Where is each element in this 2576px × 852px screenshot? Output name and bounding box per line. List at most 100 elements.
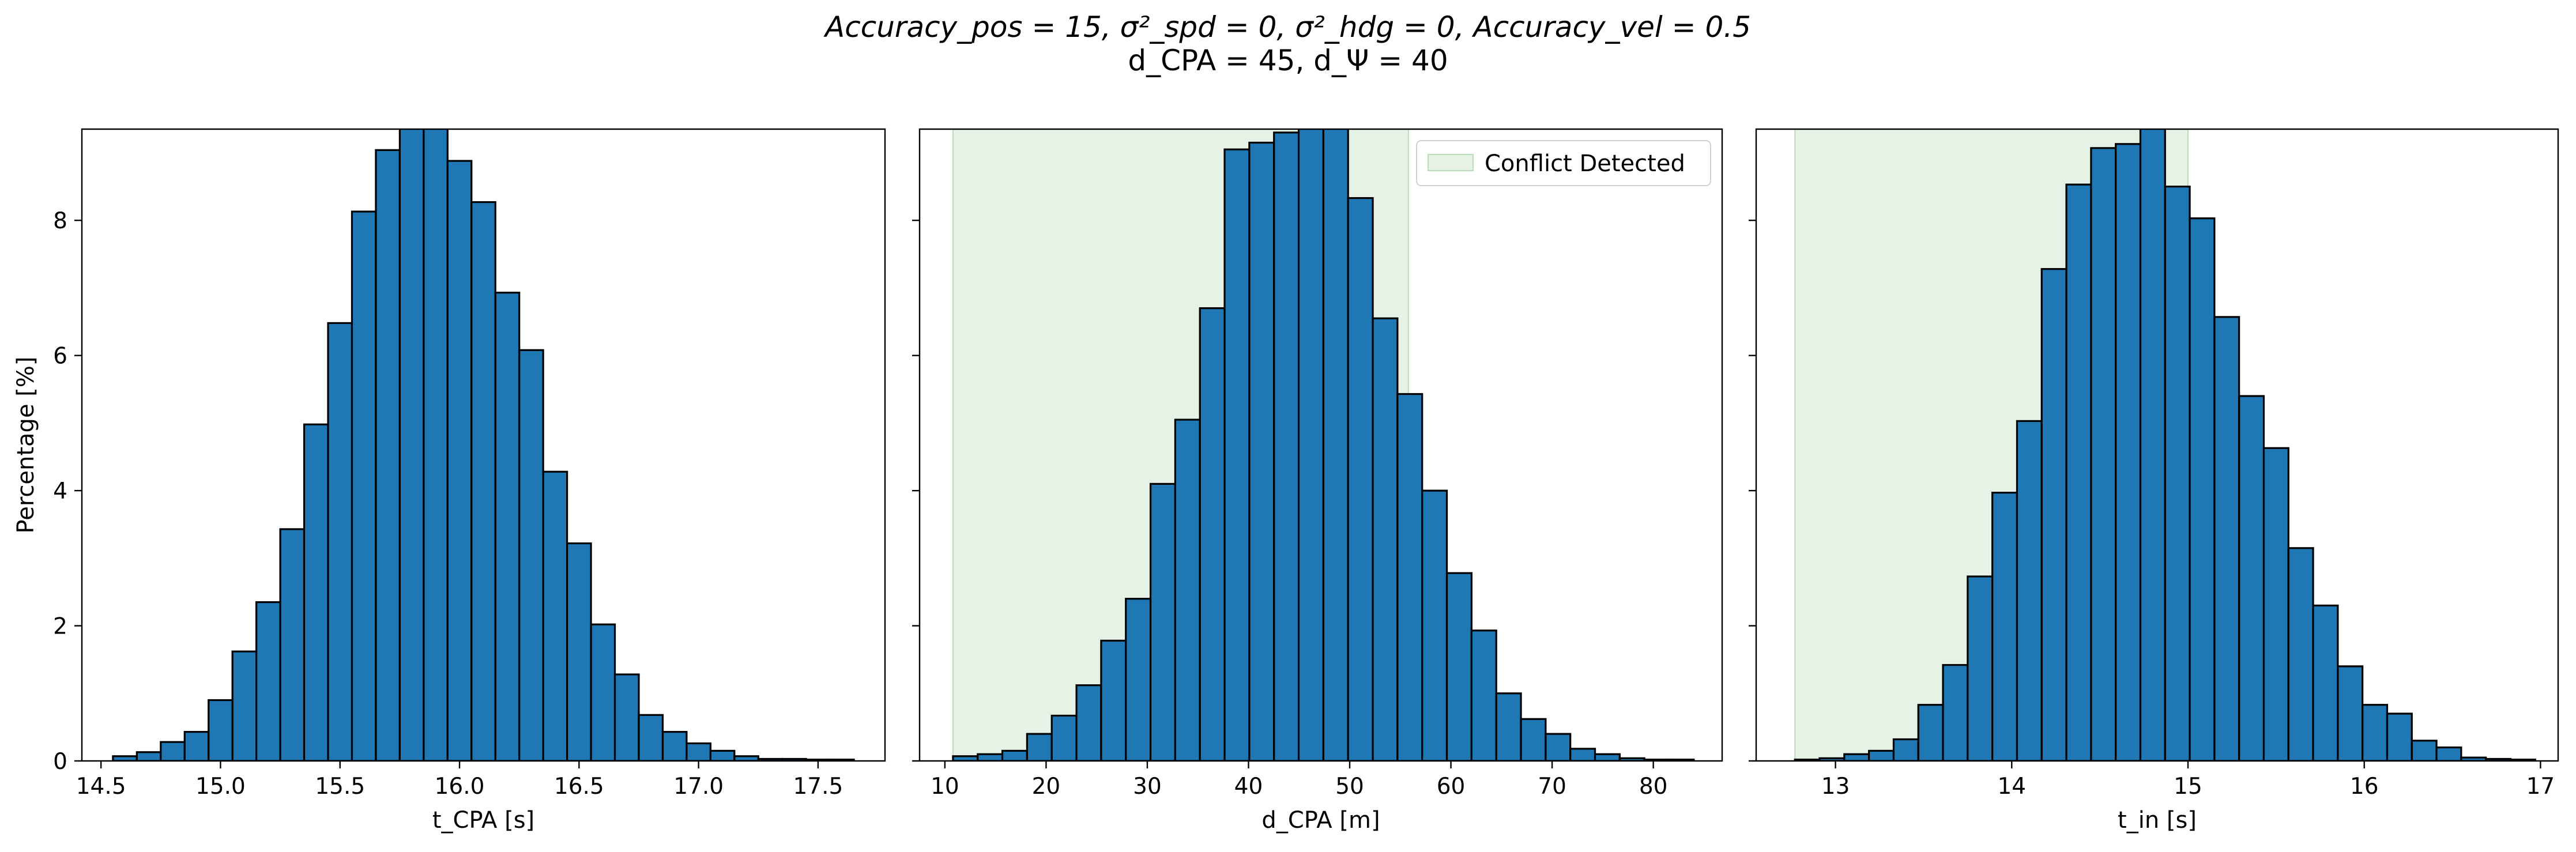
- histogram-bar: [2115, 143, 2142, 761]
- histogram-bar: [1991, 492, 2018, 761]
- histogram-bar: [1495, 692, 1522, 761]
- histogram-bar: [470, 201, 496, 761]
- histogram-bar: [542, 470, 568, 761]
- histogram-bars: [952, 129, 1695, 761]
- histogram-bars: [1794, 129, 2536, 761]
- y-tick-label: 4: [53, 478, 67, 504]
- x-tick-label: 60: [1437, 774, 1466, 800]
- histogram-bar: [1026, 733, 1053, 761]
- x-tick-label: 15: [2174, 774, 2202, 800]
- histogram-bar: [2213, 316, 2240, 761]
- panel-2: 10 20 30 40 50 60 70 80 d_CPA [m] Conflict Detect…: [912, 128, 1723, 834]
- histogram-bar: [661, 730, 688, 761]
- figure-title: Accuracy_pos = 15, σ²_spd = 0, σ²_hdg = …: [0, 10, 2576, 77]
- histogram-bar: [1050, 714, 1078, 761]
- x-tick-label: 14.5: [76, 774, 126, 800]
- histogram-bar: [398, 129, 425, 761]
- histogram-bar: [1545, 733, 1572, 761]
- histogram-bar: [2312, 604, 2339, 761]
- histogram-bar: [709, 749, 736, 761]
- x-tick-label: 15.0: [195, 774, 246, 800]
- histogram-bar: [255, 601, 281, 761]
- histogram-bar: [446, 160, 473, 761]
- legend-box: [1416, 140, 1711, 186]
- histogram-bar: [2164, 186, 2191, 761]
- histogram-bar: [160, 741, 186, 761]
- x-tick-label: 40: [1234, 774, 1263, 800]
- histogram-bar: [2435, 746, 2462, 761]
- x-axis-label: t_CPA [s]: [432, 807, 534, 834]
- x-tick-label: 10: [931, 774, 959, 800]
- x-tick-label: 14: [1997, 774, 2026, 800]
- histogram-bar: [1594, 753, 1621, 761]
- x-tick-label: 80: [1639, 774, 1668, 800]
- histogram-bar: [1942, 663, 1969, 761]
- histogram-bar: [1125, 598, 1152, 761]
- histogram-bar: [1149, 482, 1177, 761]
- histogram-bar: [638, 714, 664, 761]
- x-tick-label: 30: [1133, 774, 1162, 800]
- histogram-bar: [2238, 395, 2265, 761]
- legend-label: Conflict Detected: [1485, 150, 1685, 177]
- panel-frame: [918, 128, 1723, 762]
- histogram-bar: [1372, 317, 1399, 761]
- panel-frame: [1755, 128, 2559, 762]
- x-tick-label: 20: [1032, 774, 1061, 800]
- y-tick-label: 2: [53, 614, 67, 640]
- histogram-bar: [1174, 419, 1201, 761]
- histogram-bar: [2362, 704, 2389, 761]
- histogram-bar: [1470, 629, 1497, 761]
- histogram-bar: [2090, 147, 2117, 761]
- histogram-bar: [1569, 748, 1596, 761]
- y-tick-label: 0: [53, 749, 67, 775]
- y-tick-label: 6: [53, 344, 67, 370]
- histogram-bar: [590, 623, 616, 761]
- histogram-bar: [1347, 197, 1374, 761]
- histogram-bar: [686, 742, 711, 761]
- legend: Conflict Detected: [1416, 140, 1711, 186]
- histogram-bar: [1001, 749, 1029, 761]
- histogram-bar: [2262, 447, 2289, 761]
- histogram-bar: [2287, 547, 2314, 761]
- x-tick-label: 70: [1538, 774, 1566, 800]
- panel-1: 14.5 15.0 15.5 16.0 16.5 17.0 17.5 0 2 4 6 8 t_CPA […: [13, 128, 886, 834]
- x-tick-label: 17.0: [673, 774, 724, 800]
- histogram-bar: [977, 753, 1004, 761]
- histogram-bar: [1520, 718, 1547, 761]
- histogram-bar: [518, 349, 544, 761]
- histogram-bar: [1445, 572, 1472, 761]
- figure-title-line-1: Accuracy_pos = 15, σ²_spd = 0, σ²_hdg = …: [825, 10, 1751, 44]
- histogram-bar: [2411, 740, 2438, 761]
- x-tick-label: 15.5: [315, 774, 365, 800]
- histogram-bar: [1868, 749, 1895, 761]
- histogram-bar: [2016, 420, 2043, 761]
- histogram-bar: [2337, 665, 2364, 761]
- x-tick-label: 50: [1335, 774, 1364, 800]
- histogram-bars: [112, 129, 855, 761]
- y-axis-label: Percentage [%]: [13, 357, 39, 534]
- histogram-bar: [1843, 753, 1870, 761]
- histogram-bar: [613, 673, 640, 761]
- x-tick-label: 16: [2350, 774, 2379, 800]
- histogram-bar: [231, 650, 258, 761]
- panel-frame: [81, 128, 886, 762]
- histogram-bar: [952, 755, 979, 761]
- histogram-bar: [2065, 183, 2092, 761]
- histogram-bar: [327, 322, 353, 761]
- histogram-bar: [733, 755, 759, 761]
- histogram-bar: [1248, 141, 1275, 761]
- histogram-bar: [183, 730, 210, 761]
- y-tick-label: 8: [53, 208, 67, 234]
- histogram-bar: [279, 528, 306, 761]
- histogram-bar: [2189, 217, 2216, 761]
- panel-3: 13 14 15 16 17 t_in [s]: [1749, 128, 2559, 834]
- histogram-bar: [303, 423, 329, 761]
- histogram-bar: [351, 210, 377, 761]
- x-tick-label: 17.5: [793, 774, 843, 800]
- histogram-bar: [2139, 129, 2166, 761]
- x-tick-label: 16.0: [435, 774, 485, 800]
- histogram-bar: [375, 149, 401, 761]
- histogram-bar: [1199, 307, 1226, 761]
- legend-swatch: [1428, 154, 1474, 171]
